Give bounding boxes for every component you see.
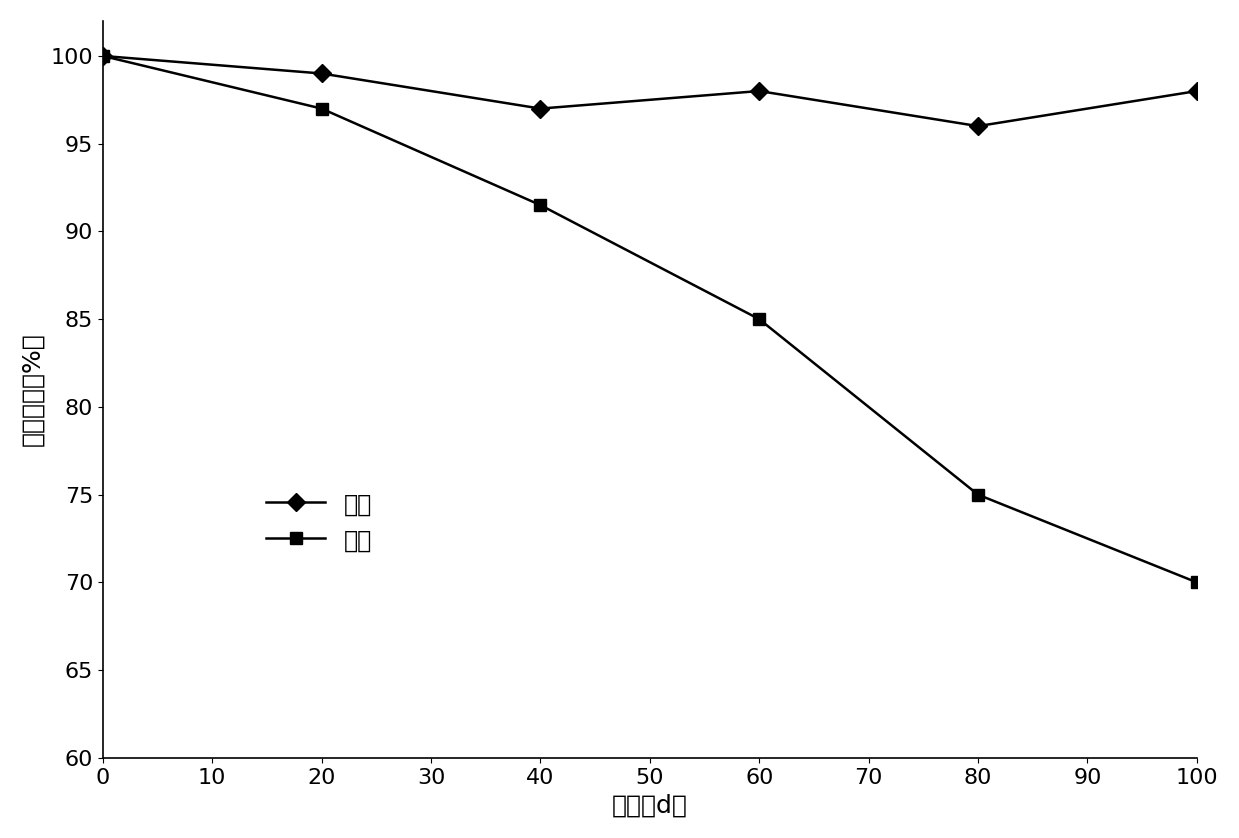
干燥 <box>315 69 330 79</box>
干燥 <box>95 51 110 61</box>
干燥 <box>533 104 548 114</box>
潮湿 <box>970 489 985 499</box>
潮湿 <box>1189 577 1204 587</box>
潮湿 <box>533 200 548 210</box>
Line: 潮湿: 潮湿 <box>97 49 1203 588</box>
Legend: 干燥, 潮湿: 干燥, 潮湿 <box>256 484 382 561</box>
潮湿 <box>752 314 767 324</box>
X-axis label: 时间（d）: 时间（d） <box>612 793 688 817</box>
Line: 干燥: 干燥 <box>97 49 1203 132</box>
干燥 <box>970 122 985 132</box>
干燥 <box>752 86 767 96</box>
潮湿 <box>95 51 110 61</box>
Y-axis label: 相对酶活（%）: 相对酶活（%） <box>21 333 45 447</box>
干燥 <box>1189 86 1204 96</box>
潮湿 <box>315 104 330 114</box>
